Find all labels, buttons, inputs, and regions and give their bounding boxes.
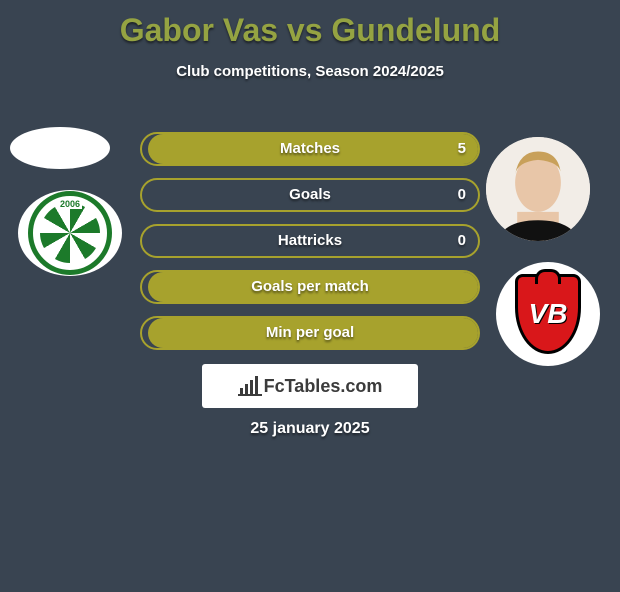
club-right-initials: VB [529, 298, 568, 330]
bar-value-right: 5 [458, 132, 466, 166]
date-label: 25 january 2025 [0, 420, 620, 438]
player-left-avatar [10, 127, 110, 169]
bar-label: Matches [140, 132, 480, 166]
bar-label: Hattricks [140, 224, 480, 258]
subtitle: Club competitions, Season 2024/2025 [0, 63, 620, 80]
bar-label: Min per goal [140, 316, 480, 350]
club-right-badge: VB [496, 262, 600, 366]
player-right-avatar [486, 137, 590, 241]
chart-icon [238, 376, 262, 396]
stat-bar: Min per goal [140, 316, 480, 350]
bar-label: Goals per match [140, 270, 480, 304]
stat-bar: Matches5 [140, 132, 480, 166]
stat-bar: Goals0 [140, 178, 480, 212]
site-badge: FcTables.com [202, 364, 418, 408]
site-name: FcTables.com [264, 376, 383, 397]
club-left-year: 2006 [58, 199, 82, 209]
comparison-bars: Matches5Goals0Hattricks0Goals per matchM… [140, 132, 480, 362]
club-left-badge: 2006 [18, 190, 122, 276]
bar-value-right: 0 [458, 178, 466, 212]
stat-bar: Goals per match [140, 270, 480, 304]
stat-bar: Hattricks0 [140, 224, 480, 258]
page-title: Gabor Vas vs Gundelund [0, 12, 620, 49]
bar-label: Goals [140, 178, 480, 212]
bar-value-right: 0 [458, 224, 466, 258]
